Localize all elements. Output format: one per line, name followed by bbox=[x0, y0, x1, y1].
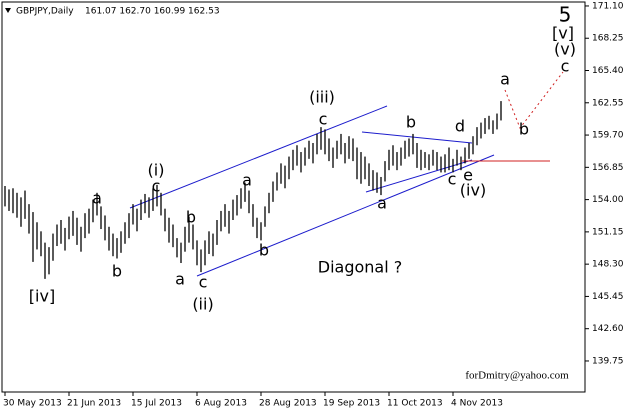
x-tick-label: 15 Jul 2013 bbox=[131, 399, 182, 409]
wave-label: e bbox=[463, 166, 473, 185]
quote: 161.07 162.70 160.99 162.53 bbox=[85, 7, 220, 17]
y-tick-label: 154.00 bbox=[592, 195, 624, 205]
y-tick-label: 162.55 bbox=[592, 98, 624, 108]
chart-title: GBPJPY,Daily bbox=[16, 7, 74, 17]
wave-label: 5 bbox=[559, 3, 572, 27]
x-tick-label: 6 Aug 2013 bbox=[195, 399, 247, 409]
wave-label: b bbox=[186, 208, 196, 227]
wave-label: b bbox=[406, 113, 416, 132]
wave-label: a bbox=[500, 70, 510, 89]
plot-frame bbox=[1, 1, 586, 393]
triangle-upper bbox=[361, 131, 473, 144]
y-tick-label: 148.30 bbox=[592, 260, 624, 270]
wave-label: [v] bbox=[552, 24, 574, 43]
triangle-lower bbox=[365, 159, 473, 193]
x-tick-label: 11 Oct 2013 bbox=[387, 399, 443, 409]
channel-upper bbox=[129, 105, 388, 209]
channel-lower bbox=[196, 154, 495, 277]
x-tick-label: 28 Aug 2013 bbox=[259, 399, 317, 409]
wave-label: (v) bbox=[554, 40, 576, 59]
wave-label: b bbox=[519, 120, 529, 139]
y-tick-label: 165.40 bbox=[592, 66, 624, 76]
y-tick-label: 142.60 bbox=[592, 324, 624, 334]
y-tick-label: 151.15 bbox=[592, 227, 624, 237]
wave-label: [iv] bbox=[29, 287, 55, 306]
wave-label: (iii) bbox=[309, 88, 335, 107]
wave-label: Diagonal ? bbox=[318, 258, 402, 277]
wave-label: d bbox=[455, 117, 465, 136]
x-tick-label: 19 Sep 2013 bbox=[323, 399, 380, 409]
y-tick-label: 168.25 bbox=[592, 34, 624, 44]
y-tick-label: 145.45 bbox=[592, 292, 624, 302]
wave-label: c bbox=[448, 170, 457, 189]
wave-label: c bbox=[152, 177, 161, 196]
y-tick-label: 139.75 bbox=[592, 356, 624, 366]
wave-label: (ii) bbox=[192, 295, 213, 314]
x-tick-label: 30 May 2013 bbox=[3, 399, 62, 409]
y-tick-label: 159.70 bbox=[592, 131, 624, 141]
wave-label: forDmitry@yahoo.com bbox=[465, 370, 569, 382]
x-tick-label: 21 Jun 2013 bbox=[67, 399, 121, 409]
wave-label: c bbox=[561, 57, 570, 76]
wave-label: (i) bbox=[148, 161, 165, 180]
wave-label: c bbox=[319, 110, 328, 129]
wave-label: b bbox=[112, 262, 122, 281]
projection bbox=[504, 71, 564, 130]
wave-label: b bbox=[259, 241, 269, 260]
collapse-icon bbox=[5, 8, 11, 13]
wave-label: a bbox=[242, 171, 252, 190]
x-tick-label: 4 Nov 2013 bbox=[451, 399, 503, 409]
wave-label: (iv) bbox=[460, 181, 486, 200]
y-tick-label: 171.10 bbox=[592, 1, 624, 11]
y-tick-label: 156.85 bbox=[592, 163, 624, 173]
wave-label: c bbox=[199, 273, 208, 292]
wave-label: a bbox=[377, 194, 387, 213]
wave-label: a bbox=[175, 270, 185, 289]
wave-label: a bbox=[92, 189, 102, 208]
